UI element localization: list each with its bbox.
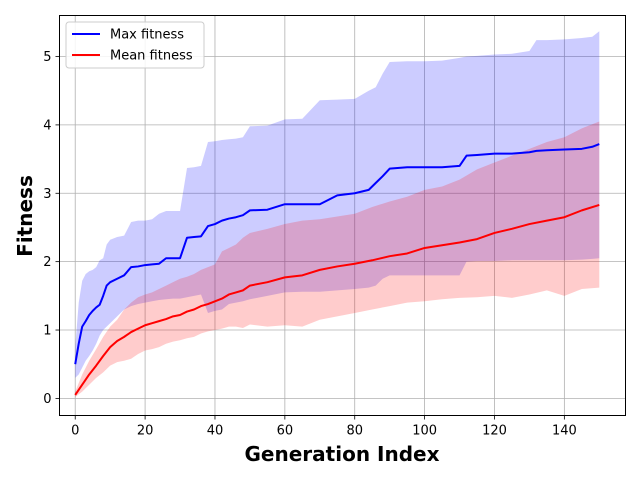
x-tick-label: 0 [71, 424, 79, 439]
y-axis-label: Fitness [13, 175, 37, 257]
series-lines [74, 143, 600, 396]
x-tick-label: 20 [137, 424, 154, 439]
legend-label-max-fitness: Max fitness [110, 28, 184, 43]
legend-label-mean-fitness: Mean fitness [110, 49, 193, 64]
x-tick-label: 40 [207, 424, 224, 439]
y-tick-label: 0 [43, 392, 51, 407]
x-tick-label: 80 [346, 424, 363, 439]
x-tick-label: 120 [482, 424, 507, 439]
legend-box [65, 21, 205, 69]
band-max-fitness [75, 31, 600, 378]
y-tick-label: 2 [43, 255, 51, 270]
y-tick-label: 3 [43, 187, 51, 202]
confidence-bands [75, 31, 600, 398]
plot-frame [59, 15, 626, 416]
legend: Max fitness Mean fitness [65, 21, 205, 69]
line-max-fitness [74, 143, 600, 365]
y-tick-label: 4 [43, 118, 51, 133]
y-tick-label: 1 [43, 324, 51, 339]
x-tick-label: 140 [552, 424, 577, 439]
x-axis-label: Generation Index [245, 442, 440, 466]
band-mean-fitness [75, 121, 600, 398]
y-tick-label: 5 [43, 50, 51, 65]
y-axis-ticks: 0 1 2 3 4 5 [43, 50, 60, 407]
x-axis-ticks: 0 20 40 60 80 100 120 140 [71, 415, 577, 439]
x-tick-label: 100 [412, 424, 437, 439]
line-mean-fitness [74, 203, 600, 396]
x-tick-label: 60 [277, 424, 294, 439]
grid [59, 15, 626, 416]
